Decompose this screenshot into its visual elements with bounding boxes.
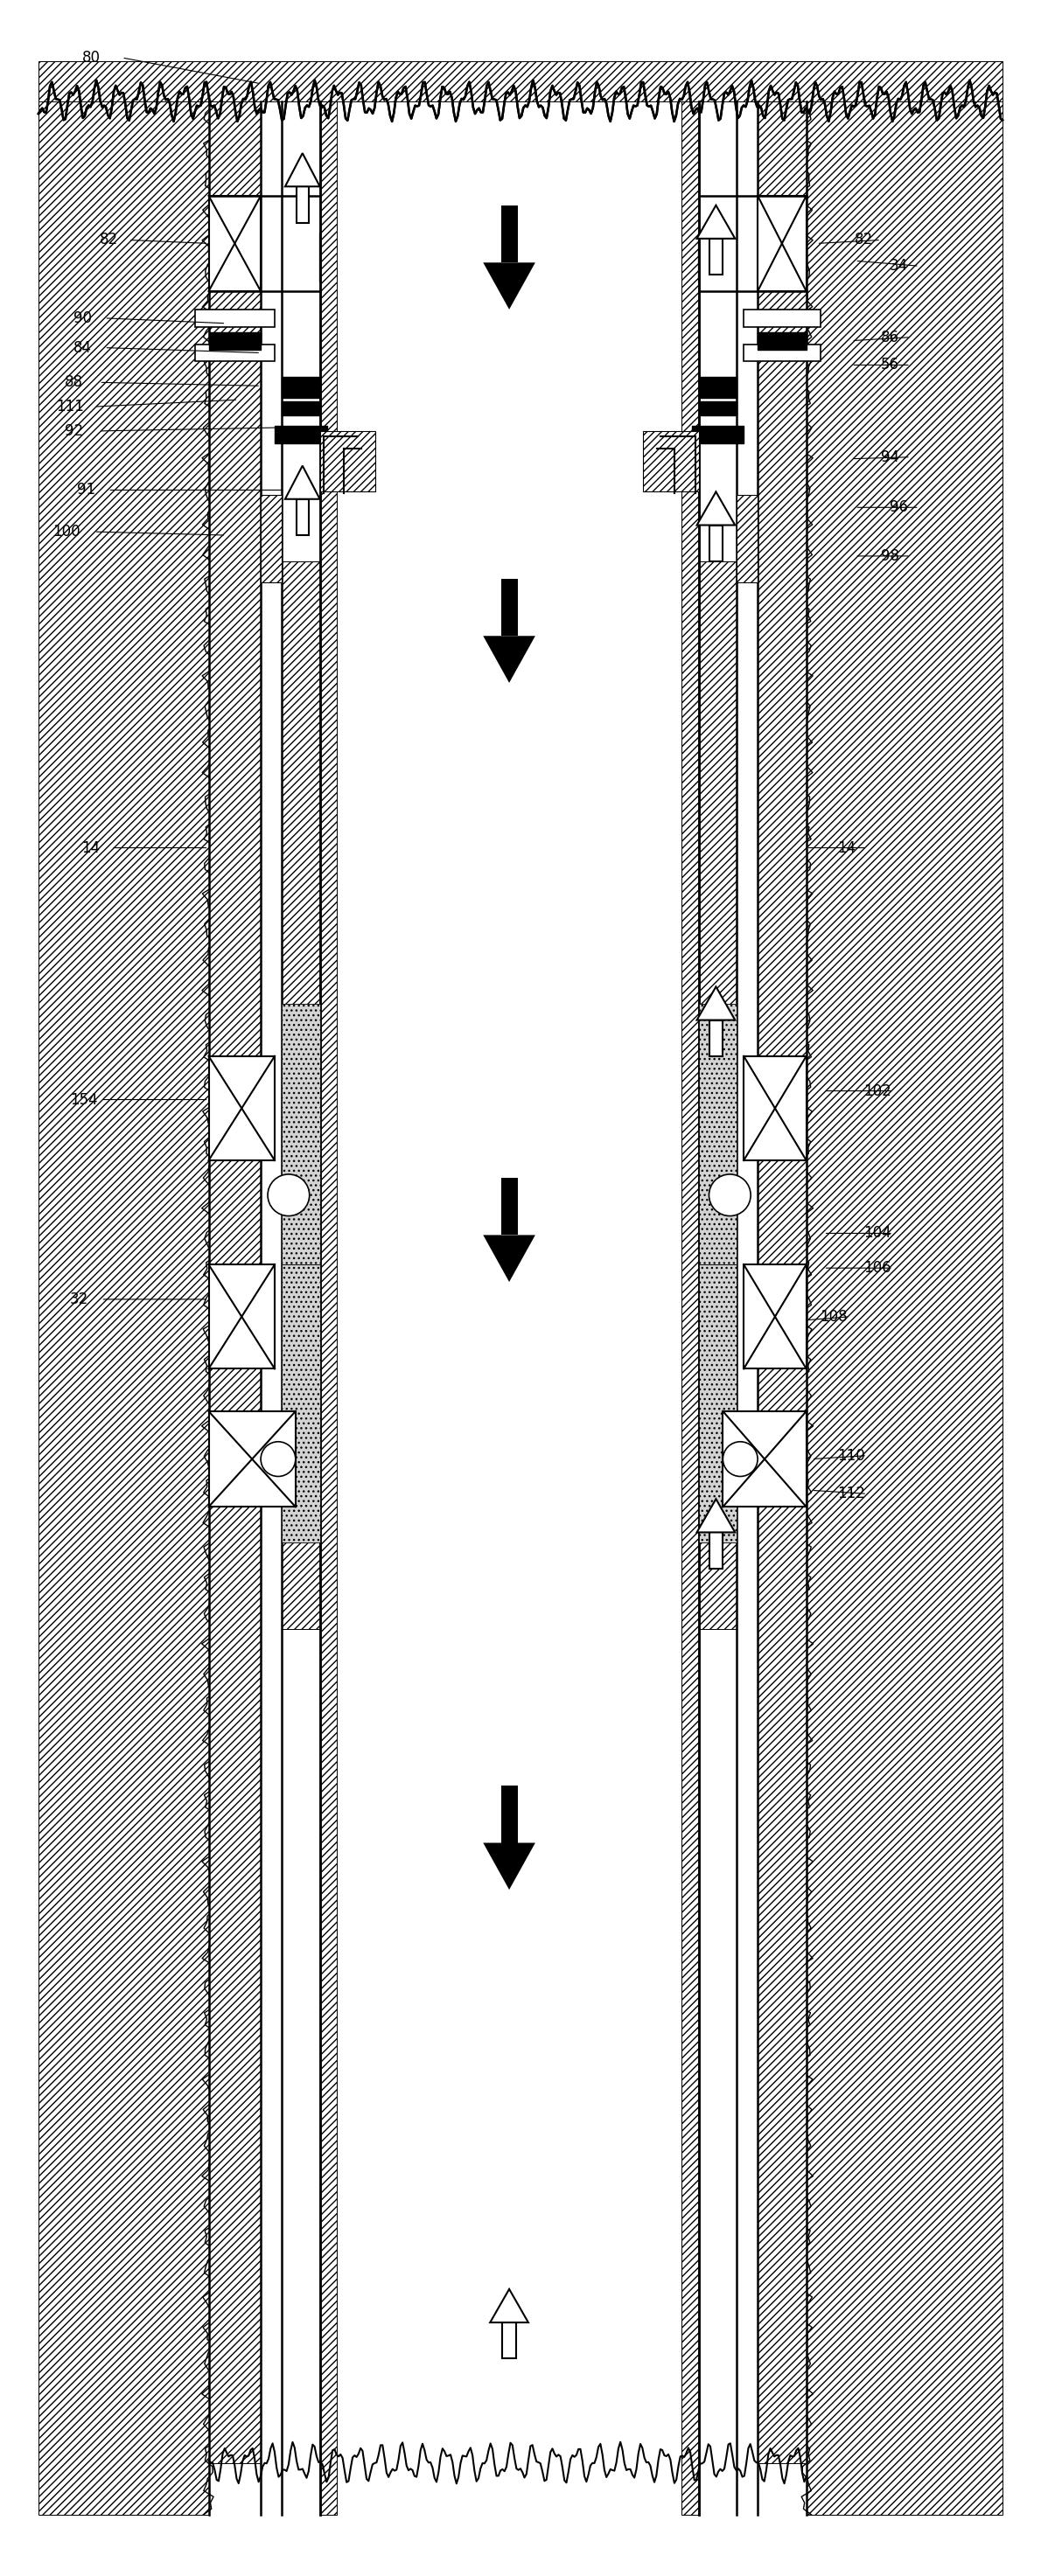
Polygon shape <box>483 263 535 309</box>
Text: 92: 92 <box>65 422 83 438</box>
Bar <box>320 100 337 2514</box>
Bar <box>501 1785 517 1842</box>
Polygon shape <box>490 2290 529 2324</box>
Bar <box>681 100 699 2514</box>
Bar <box>743 345 820 361</box>
Text: 102: 102 <box>864 1082 891 1100</box>
Bar <box>503 2324 516 2360</box>
Bar <box>208 100 260 2463</box>
Bar <box>722 1412 807 1507</box>
Bar <box>758 100 807 2463</box>
Polygon shape <box>285 466 320 500</box>
Bar <box>501 1177 517 1234</box>
Circle shape <box>722 1443 758 1476</box>
Text: 56: 56 <box>881 358 899 374</box>
Bar <box>737 495 758 582</box>
Bar <box>208 196 260 291</box>
Bar <box>758 332 807 350</box>
Bar <box>260 495 282 582</box>
Text: 96: 96 <box>890 500 908 515</box>
Text: 111: 111 <box>56 399 83 415</box>
Text: 14: 14 <box>82 840 100 855</box>
Text: 112: 112 <box>838 1486 865 1502</box>
Bar <box>699 1265 737 1543</box>
Circle shape <box>260 1443 296 1476</box>
Text: 98: 98 <box>881 549 899 564</box>
Bar <box>691 425 743 443</box>
Text: 14: 14 <box>838 840 856 855</box>
Bar <box>699 562 737 1628</box>
Text: 94: 94 <box>881 448 899 464</box>
Text: 91: 91 <box>77 482 95 497</box>
Bar <box>501 206 517 263</box>
Bar <box>195 345 275 361</box>
Bar <box>297 185 308 222</box>
Bar <box>195 309 275 327</box>
Polygon shape <box>483 1842 535 1891</box>
Polygon shape <box>483 1234 535 1283</box>
Polygon shape <box>483 636 535 683</box>
Bar <box>743 309 820 327</box>
Bar <box>275 425 327 443</box>
Bar <box>39 62 208 2514</box>
Bar <box>282 376 320 399</box>
Bar <box>699 402 737 415</box>
Polygon shape <box>696 987 735 1020</box>
Bar <box>807 62 1002 2514</box>
Text: 32: 32 <box>70 1291 88 1306</box>
Text: 86: 86 <box>881 330 899 345</box>
Bar <box>743 1265 807 1368</box>
Bar <box>699 376 737 399</box>
Bar <box>643 430 699 492</box>
Text: 88: 88 <box>65 374 83 389</box>
Bar <box>282 562 320 1628</box>
Text: 84: 84 <box>73 340 92 355</box>
Circle shape <box>709 1175 751 1216</box>
Bar <box>709 240 722 276</box>
Bar <box>208 1265 275 1368</box>
Polygon shape <box>285 152 320 185</box>
Bar <box>208 1056 275 1159</box>
Bar <box>709 1020 722 1056</box>
Bar <box>699 1005 737 1265</box>
Bar <box>320 430 376 492</box>
Polygon shape <box>696 206 735 240</box>
Bar <box>743 1056 807 1159</box>
Text: 82: 82 <box>99 232 118 247</box>
Bar <box>282 402 320 415</box>
Bar <box>709 1533 722 1569</box>
Bar <box>709 526 722 562</box>
Text: 108: 108 <box>820 1309 847 1324</box>
Bar <box>282 1005 320 1265</box>
Text: 154: 154 <box>70 1092 97 1108</box>
Polygon shape <box>696 1499 735 1533</box>
Text: 110: 110 <box>838 1448 865 1463</box>
Text: 106: 106 <box>864 1260 891 1275</box>
Polygon shape <box>696 492 735 526</box>
Bar <box>282 1265 320 1543</box>
Bar <box>501 580 517 636</box>
Circle shape <box>268 1175 309 1216</box>
Bar <box>208 1412 296 1507</box>
Text: 80: 80 <box>82 49 100 64</box>
Text: 82: 82 <box>855 232 873 247</box>
Text: 90: 90 <box>73 309 92 327</box>
Bar <box>39 62 1002 100</box>
Text: 34: 34 <box>890 258 908 273</box>
Text: 100: 100 <box>52 523 80 538</box>
Bar <box>297 500 308 536</box>
Bar <box>758 196 807 291</box>
Bar <box>208 332 260 350</box>
Text: 104: 104 <box>864 1226 891 1242</box>
